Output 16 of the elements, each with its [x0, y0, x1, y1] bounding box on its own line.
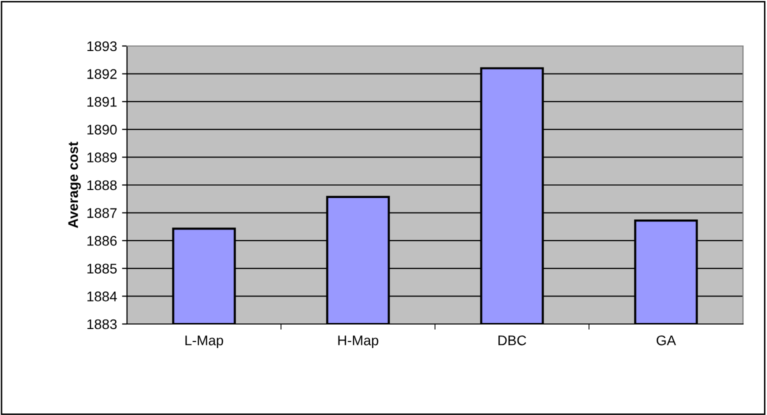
y-axis-title: Average cost [68, 142, 81, 228]
y-tick-label: 1891 [87, 96, 117, 107]
y-tick-label: 1883 [87, 319, 117, 330]
y-tick-label: 1893 [87, 41, 117, 52]
y-tick-label: 1889 [87, 152, 117, 162]
x-tick-label: DBC [498, 335, 526, 346]
y-tick-label: 1887 [87, 208, 117, 218]
y-tick-label: 1890 [87, 124, 117, 135]
y-tick-label: 1888 [87, 180, 117, 190]
y-tick-label: 1884 [87, 292, 117, 302]
y-tick-label: 1886 [87, 236, 117, 246]
x-tick-label: H-Map [338, 336, 378, 348]
y-tick-label: 1885 [87, 264, 117, 274]
y-tick-label: 1892 [87, 69, 117, 79]
x-tick-label: GA [656, 335, 676, 346]
x-tick-label: L-Map [185, 336, 224, 348]
